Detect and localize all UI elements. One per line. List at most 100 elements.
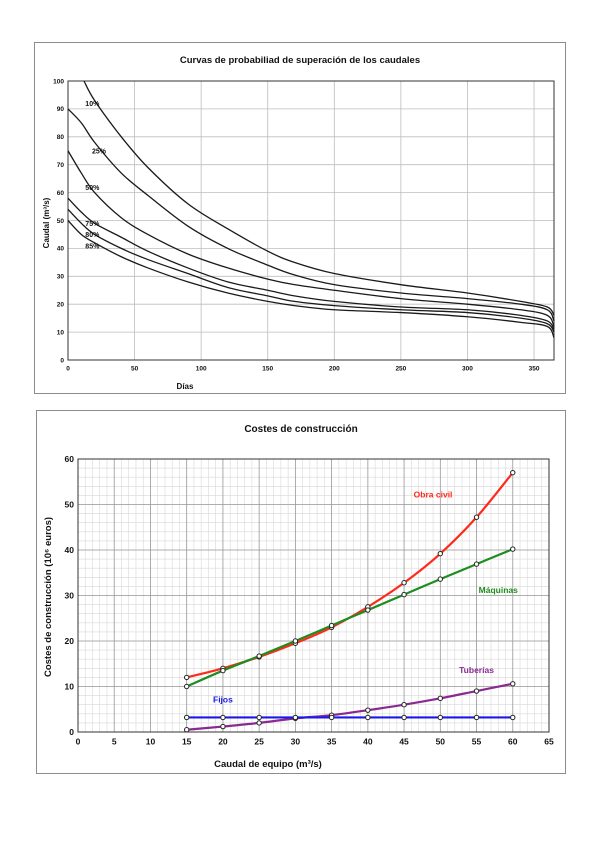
data-point-obra-civil (401, 580, 407, 586)
data-point-fijos (292, 714, 299, 721)
data-point-tuber-as (473, 688, 480, 694)
series-label-75: 75% (85, 221, 100, 228)
chart-title: Costes de construcción (244, 424, 357, 435)
data-point-tuber-as (401, 702, 407, 708)
data-point-tuber-as (220, 723, 226, 730)
data-point-tuber-as (510, 681, 516, 687)
y-tick-label: 90 (57, 106, 65, 113)
y-tick-label: 0 (69, 727, 74, 737)
series-line-50 (67, 150, 555, 327)
x-tick-label: 200 (329, 366, 340, 373)
data-point-tuber-as (183, 727, 190, 733)
data-point-m-quinas (328, 622, 335, 629)
data-point-m-quinas (256, 653, 262, 659)
data-point-fijos (473, 714, 480, 721)
data-point-fijos (256, 714, 262, 721)
x-axis-label: Días (177, 382, 194, 391)
x-tick-label: 25 (254, 737, 264, 747)
x-tick-label: 350 (529, 366, 540, 373)
x-tick-label: 60 (508, 737, 518, 747)
data-point-fijos (365, 714, 371, 721)
flow-exceedance-chart-panel: Curvas de probabiliad de superación de l… (34, 42, 566, 394)
y-tick-label: 80 (57, 134, 65, 141)
data-point-obra-civil (183, 674, 190, 681)
data-point-tuber-as (256, 720, 262, 726)
y-tick-label: 20 (65, 636, 75, 646)
series-label-25: 25% (92, 149, 107, 156)
x-tick-label: 65 (544, 737, 554, 747)
x-tick-label: 55 (472, 737, 482, 747)
x-tick-label: 0 (76, 737, 81, 747)
y-tick-label: 40 (57, 246, 65, 253)
y-tick-label: 20 (57, 301, 65, 308)
y-tick-label: 40 (65, 545, 75, 555)
y-tick-label: 10 (65, 681, 75, 691)
flow-exceedance-chart: Curvas de probabiliad de superación de l… (42, 55, 555, 391)
y-tick-label: 70 (57, 162, 65, 169)
data-point-fijos (183, 714, 190, 721)
x-tick-label: 30 (291, 737, 301, 747)
x-tick-label: 15 (182, 737, 192, 747)
data-point-fijos (401, 714, 407, 721)
x-tick-label: 50 (436, 737, 446, 747)
data-point-m-quinas (473, 561, 480, 567)
y-tick-label: 50 (57, 218, 65, 225)
series-line-m-quinas (186, 548, 514, 688)
y-tick-label: 60 (57, 190, 65, 197)
data-point-obra-civil (510, 469, 516, 476)
x-tick-label: 10 (146, 737, 156, 747)
data-point-fijos (437, 714, 444, 721)
series-label-10: 10% (85, 101, 100, 108)
data-point-m-quinas (437, 576, 444, 582)
series-label-80: 80% (85, 232, 100, 239)
series-line-tuber-as (186, 682, 513, 731)
x-tick-label: 150 (262, 366, 273, 373)
y-axis-label: Costes de construcción (10⁶ euros) (43, 517, 54, 677)
data-point-m-quinas (220, 667, 226, 674)
series-label-50: 50% (85, 185, 100, 192)
chart-title: Curvas de probabiliad de superación de l… (180, 55, 420, 66)
series-line-10 (83, 80, 555, 316)
x-tick-label: 45 (399, 737, 409, 747)
series-line-25 (67, 108, 555, 322)
series-label-tuber-as: Tuberías (459, 665, 494, 675)
y-tick-label: 0 (60, 357, 64, 364)
y-axis-label: Caudal (m³/s) (42, 197, 51, 248)
data-point-m-quinas (365, 607, 371, 613)
x-axis-label: Caudal de equipo (m³/s) (214, 759, 322, 770)
data-point-fijos (328, 714, 335, 721)
y-tick-label: 10 (57, 329, 65, 336)
series-label-m-quinas: Máquinas (479, 585, 518, 595)
x-tick-label: 40 (363, 737, 373, 747)
x-tick-label: 20 (218, 737, 228, 747)
series-label-85: 85% (85, 243, 100, 250)
series-label-fijos: Fijos (213, 694, 233, 704)
y-tick-label: 60 (65, 454, 75, 464)
x-tick-label: 0 (66, 366, 70, 373)
data-point-m-quinas (510, 546, 516, 552)
x-tick-label: 50 (131, 366, 139, 373)
y-tick-label: 30 (65, 590, 75, 600)
series-label-obra-civil: Obra civil (414, 490, 453, 500)
x-tick-label: 35 (327, 737, 337, 747)
data-point-obra-civil (473, 514, 480, 520)
y-tick-label: 30 (57, 274, 65, 281)
x-tick-label: 300 (462, 366, 473, 373)
data-point-m-quinas (292, 638, 299, 644)
series-line-75 (67, 197, 555, 330)
series-line-80 (67, 208, 555, 333)
data-point-m-quinas (401, 591, 407, 598)
x-tick-label: 250 (395, 366, 406, 373)
construction-costs-chart-panel: Costes de construcción Caudal de equipo … (36, 410, 566, 774)
data-point-m-quinas (183, 683, 190, 690)
y-tick-label: 100 (53, 78, 64, 85)
x-tick-label: 5 (112, 737, 117, 747)
data-point-tuber-as (437, 695, 444, 702)
x-tick-label: 100 (196, 366, 207, 373)
y-tick-label: 50 (65, 499, 75, 509)
plot-frame (77, 458, 550, 733)
data-point-tuber-as (365, 707, 371, 713)
construction-costs-chart: Costes de construcción Caudal de equipo … (43, 424, 554, 770)
data-point-obra-civil (437, 550, 444, 557)
data-point-fijos (220, 714, 226, 721)
